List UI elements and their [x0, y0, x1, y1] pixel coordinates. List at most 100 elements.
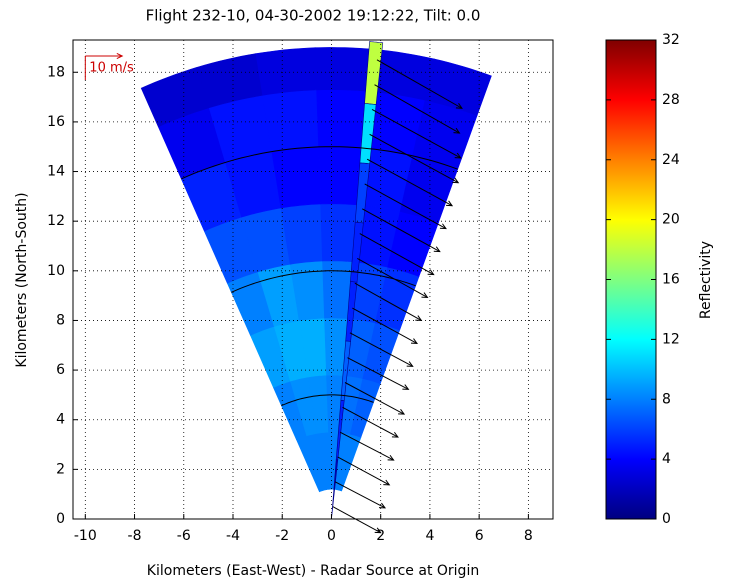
wind-vector	[334, 481, 387, 509]
y-tick-label: 14	[47, 164, 65, 180]
x-tick-label: 6	[475, 528, 484, 544]
wind-vector	[344, 382, 406, 415]
arrow-shaft	[342, 406, 399, 438]
arrow-head	[406, 361, 414, 367]
x-tick-label: 4	[425, 528, 434, 544]
arrow-head	[433, 246, 441, 253]
arrow-head	[439, 223, 447, 230]
wind-vector	[376, 59, 463, 109]
range-ring	[231, 270, 416, 293]
chart-title: Flight 232-10, 04-30-2002 19:12:22, Tilt…	[146, 7, 481, 25]
wind-vector	[354, 282, 423, 322]
y-tick-label: 8	[56, 312, 65, 328]
wind-vector	[361, 208, 441, 253]
y-tick-label: 0	[56, 511, 65, 527]
arrow-head	[446, 200, 454, 207]
wind-vector	[347, 357, 410, 390]
wind-vector	[337, 456, 391, 486]
arrow-shaft	[369, 133, 459, 184]
arrow-head	[410, 338, 419, 344]
arrow-shaft	[344, 382, 405, 415]
arrow-shaft	[347, 357, 409, 390]
arrow-shaft	[366, 158, 453, 207]
arrow-head	[402, 384, 410, 390]
arrow-shaft	[339, 431, 394, 461]
arrow-head	[454, 152, 462, 159]
arrow-head	[452, 177, 460, 184]
reflectivity-cell	[314, 47, 376, 92]
colorbar-tick-label: 4	[662, 451, 671, 467]
wind-vector	[369, 133, 460, 184]
arrow-shaft	[374, 84, 460, 134]
arrow-shaft	[349, 332, 413, 367]
arrow-head	[116, 52, 124, 60]
reference-vector	[85, 52, 124, 60]
beam-cell	[364, 41, 384, 105]
wind-vector	[366, 158, 454, 207]
arrow-head	[415, 315, 423, 322]
colorbar-tick-label: 32	[662, 32, 680, 48]
wind-vector	[339, 431, 395, 461]
wind-vector	[349, 332, 414, 367]
colorbar	[605, 39, 657, 520]
x-tick-label: 0	[327, 528, 336, 544]
plot-area	[140, 41, 492, 519]
reflectivity-cell	[262, 89, 319, 152]
colorbar-tick-label: 8	[662, 391, 671, 407]
axes: -10 -8 -6 -4 -2 0 2 4 6 8 0 2 4 6 8 10 12 14 16 18 10 m/s	[47, 39, 554, 544]
colorbar-tick-label: 16	[662, 272, 680, 288]
arrow-shaft	[334, 481, 386, 509]
arrow-shaft	[352, 307, 418, 344]
x-tick-label: -10	[74, 528, 97, 544]
arrow-shaft	[357, 257, 428, 298]
arrow-shaft	[354, 282, 422, 321]
wind-vector	[374, 84, 461, 134]
y-tick-label: 18	[47, 64, 65, 80]
wind-vector	[357, 257, 429, 299]
range-ring	[181, 146, 458, 180]
y-tick-label: 10	[47, 263, 65, 279]
x-tick-label: -6	[177, 528, 191, 544]
arrow-head	[427, 269, 435, 276]
y-tick-label: 12	[47, 213, 65, 229]
wind-vector	[352, 307, 419, 344]
y-tick-label: 2	[56, 461, 65, 477]
wind-vector	[371, 109, 462, 159]
y-axis-label: Kilometers (North-South)	[14, 192, 30, 367]
colorbar-tick-label: 12	[662, 331, 680, 347]
colorbar-tick-label: 20	[662, 212, 680, 228]
range-ring	[281, 394, 374, 407]
reflectivity-cell	[271, 146, 321, 209]
y-tick-label: 16	[47, 114, 65, 130]
arrow-shaft	[359, 233, 434, 275]
arrow-head	[453, 127, 461, 134]
arrow-head	[398, 408, 406, 415]
wind-vector	[364, 183, 447, 230]
arrow-shaft	[332, 506, 381, 534]
arrow-head	[387, 454, 395, 461]
colorbar-tick-label: 28	[662, 92, 680, 108]
colorbar-label: Reflectivity	[698, 241, 714, 319]
arrow-head	[421, 292, 429, 299]
y-tick-label: 6	[56, 362, 65, 378]
arrow-head	[391, 431, 399, 438]
arrow-head	[374, 527, 382, 534]
wind-vector	[332, 506, 382, 534]
x-tick-label: 8	[524, 528, 533, 544]
arrow-shaft	[361, 208, 441, 253]
colorbar-tick-label: 0	[662, 511, 671, 527]
arrow-shaft	[337, 456, 390, 486]
arrow-head	[378, 502, 387, 509]
x-axis-label: Kilometers (East-West) - Radar Source at…	[147, 563, 479, 579]
arrow-head	[383, 479, 391, 486]
x-tick-label: -8	[128, 528, 142, 544]
axes-box	[72, 39, 554, 520]
arrow-shaft	[364, 183, 447, 230]
x-tick-label: 2	[376, 528, 385, 544]
reflectivity-cell	[255, 47, 317, 96]
x-tick-label: -2	[275, 528, 289, 544]
reference-label: 10 m/s	[89, 61, 134, 76]
reflectivity-cell	[424, 58, 492, 116]
wind-vector	[342, 406, 399, 438]
